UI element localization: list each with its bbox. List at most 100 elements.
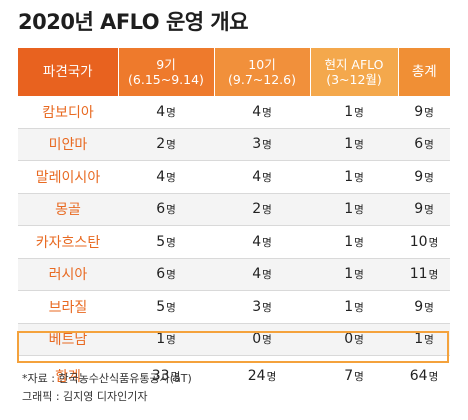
local-aflo-value: 1 xyxy=(344,136,354,153)
cohort-9-value: 4 xyxy=(156,168,166,185)
unit-label: 명 xyxy=(166,301,176,314)
header-cohort-9-label: 9기 xyxy=(156,57,176,72)
footnotes: *자료 : 한국농수산식품유통공사(aT) 그래픽 : 김지영 디자인기자 xyxy=(22,370,192,406)
header-country-label: 파견국가 xyxy=(42,63,93,80)
country-name: 미얀마 xyxy=(18,128,118,161)
cohort-9-cell: 6명 xyxy=(118,193,214,226)
header-cohort-10-label: 10기 xyxy=(248,57,276,72)
unit-label: 명 xyxy=(354,334,364,347)
total-value: 10 xyxy=(409,233,428,250)
header-total: 총계 xyxy=(398,48,450,96)
unit-label: 명 xyxy=(166,334,176,347)
unit-label: 명 xyxy=(262,106,272,119)
table-row: 베트남 1명 0명 0명 1명 xyxy=(18,323,450,356)
header-local-aflo: 현지 AFLO (3~12월) xyxy=(310,48,399,96)
cohort-9-cell: 1명 xyxy=(118,323,214,356)
unit-label: 명 xyxy=(354,236,364,249)
unit-label: 명 xyxy=(354,301,364,314)
cohort-9-value: 5 xyxy=(156,233,166,250)
unit-label: 명 xyxy=(424,334,434,347)
header-local-aflo-label: 현지 AFLO xyxy=(324,57,384,72)
local-aflo-value: 0 xyxy=(344,331,354,348)
total-cohort-9-cell: 33명 xyxy=(118,360,214,392)
unit-label: 명 xyxy=(166,139,176,152)
unit-label: 명 xyxy=(166,204,176,217)
cohort-9-cell: 5명 xyxy=(118,290,214,324)
header-cohort-9: 9기 (6.15~9.14) xyxy=(118,48,215,96)
table-row: 몽골 6명 2명 1명 9명 xyxy=(18,193,450,226)
cohort-10-cell: 0명 xyxy=(214,323,310,356)
unit-label: 명 xyxy=(166,236,176,249)
unit-label: 명 xyxy=(262,204,272,217)
country-name: 카자흐스탄 xyxy=(18,225,118,259)
total-cell: 10명 xyxy=(398,225,450,259)
total-cell: 9명 xyxy=(398,160,450,194)
cohort-9-cell: 5명 xyxy=(118,225,214,259)
local-aflo-cell: 1명 xyxy=(310,193,398,226)
table-row: 캄보디아 4명 4명 1명 9명 xyxy=(18,96,450,129)
unit-label: 명 xyxy=(170,371,181,383)
local-aflo-value: 1 xyxy=(344,298,354,315)
unit-label: 명 xyxy=(262,334,272,347)
total-value: 9 xyxy=(414,168,424,185)
country-name: 브라질 xyxy=(18,290,118,324)
total-cell: 9명 xyxy=(398,193,450,226)
cohort-10-value: 4 xyxy=(252,266,262,283)
country-name: 말레이시아 xyxy=(18,160,118,194)
header-local-aflo-period: (3~12월) xyxy=(326,72,382,87)
unit-label: 명 xyxy=(424,106,434,119)
cohort-10-value: 4 xyxy=(252,103,262,120)
unit-label: 명 xyxy=(266,371,277,383)
header-cohort-10-period: (9.7~12.6) xyxy=(228,72,296,87)
grand-total-cell: 64명 xyxy=(398,360,450,392)
header-cohort-10: 10기 (9.7~12.6) xyxy=(214,48,311,96)
total-value: 9 xyxy=(414,201,424,218)
cohort-10-cell: 4명 xyxy=(214,160,310,194)
source-note: *자료 : 한국농수산식품유통공사(aT) xyxy=(22,372,192,385)
unit-label: 명 xyxy=(262,236,272,249)
cohort-9-value: 2 xyxy=(156,136,166,153)
local-aflo-cell: 1명 xyxy=(310,225,398,259)
local-aflo-cell: 1명 xyxy=(310,160,398,194)
total-cohort-10-value: 24 xyxy=(247,368,266,384)
local-aflo-cell: 1명 xyxy=(310,290,398,324)
unit-label: 명 xyxy=(424,171,434,184)
local-aflo-value: 1 xyxy=(344,103,354,120)
total-cohort-10-cell: 24명 xyxy=(214,360,310,392)
cohort-10-cell: 2명 xyxy=(214,193,310,226)
table-row: 말레이시아 4명 4명 1명 9명 xyxy=(18,160,450,194)
unit-label: 명 xyxy=(262,301,272,314)
total-cell: 6명 xyxy=(398,128,450,161)
page-title: 2020년 AFLO 운영 개요 xyxy=(18,10,249,34)
cohort-10-value: 2 xyxy=(252,201,262,218)
spacer-row xyxy=(18,355,450,360)
country-name: 몽골 xyxy=(18,193,118,226)
cohort-9-cell: 4명 xyxy=(118,96,214,129)
total-cohort-9-value: 33 xyxy=(151,368,170,384)
table-row: 러시아 6명 4명 1명 11명 xyxy=(18,258,450,291)
local-aflo-value: 1 xyxy=(344,266,354,283)
unit-label: 명 xyxy=(166,171,176,184)
total-value: 6 xyxy=(414,136,424,153)
cohort-10-value: 0 xyxy=(252,331,262,348)
total-value: 1 xyxy=(414,331,424,348)
spacer-cell xyxy=(18,355,450,360)
total-cell: 9명 xyxy=(398,96,450,129)
local-aflo-cell: 1명 xyxy=(310,96,398,129)
cohort-9-value: 5 xyxy=(156,298,166,315)
total-cell: 1명 xyxy=(398,323,450,356)
cohort-10-cell: 4명 xyxy=(214,96,310,129)
unit-label: 명 xyxy=(354,106,364,119)
total-value: 9 xyxy=(414,103,424,120)
country-name: 러시아 xyxy=(18,258,118,291)
cohort-9-value: 1 xyxy=(156,331,166,348)
header-total-label: 총계 xyxy=(411,63,437,80)
aflo-table: 파견국가 9기 (6.15~9.14) 10기 (9.7~12.6) 현지 AF… xyxy=(18,48,450,392)
credit-note: 그래픽 : 김지영 디자인기자 xyxy=(22,390,148,403)
unit-label: 명 xyxy=(354,269,364,282)
country-name: 베트남 xyxy=(18,323,118,356)
unit-label: 명 xyxy=(354,171,364,184)
unit-label: 명 xyxy=(428,269,439,282)
total-cell: 11명 xyxy=(398,258,450,291)
cohort-10-cell: 4명 xyxy=(214,258,310,291)
